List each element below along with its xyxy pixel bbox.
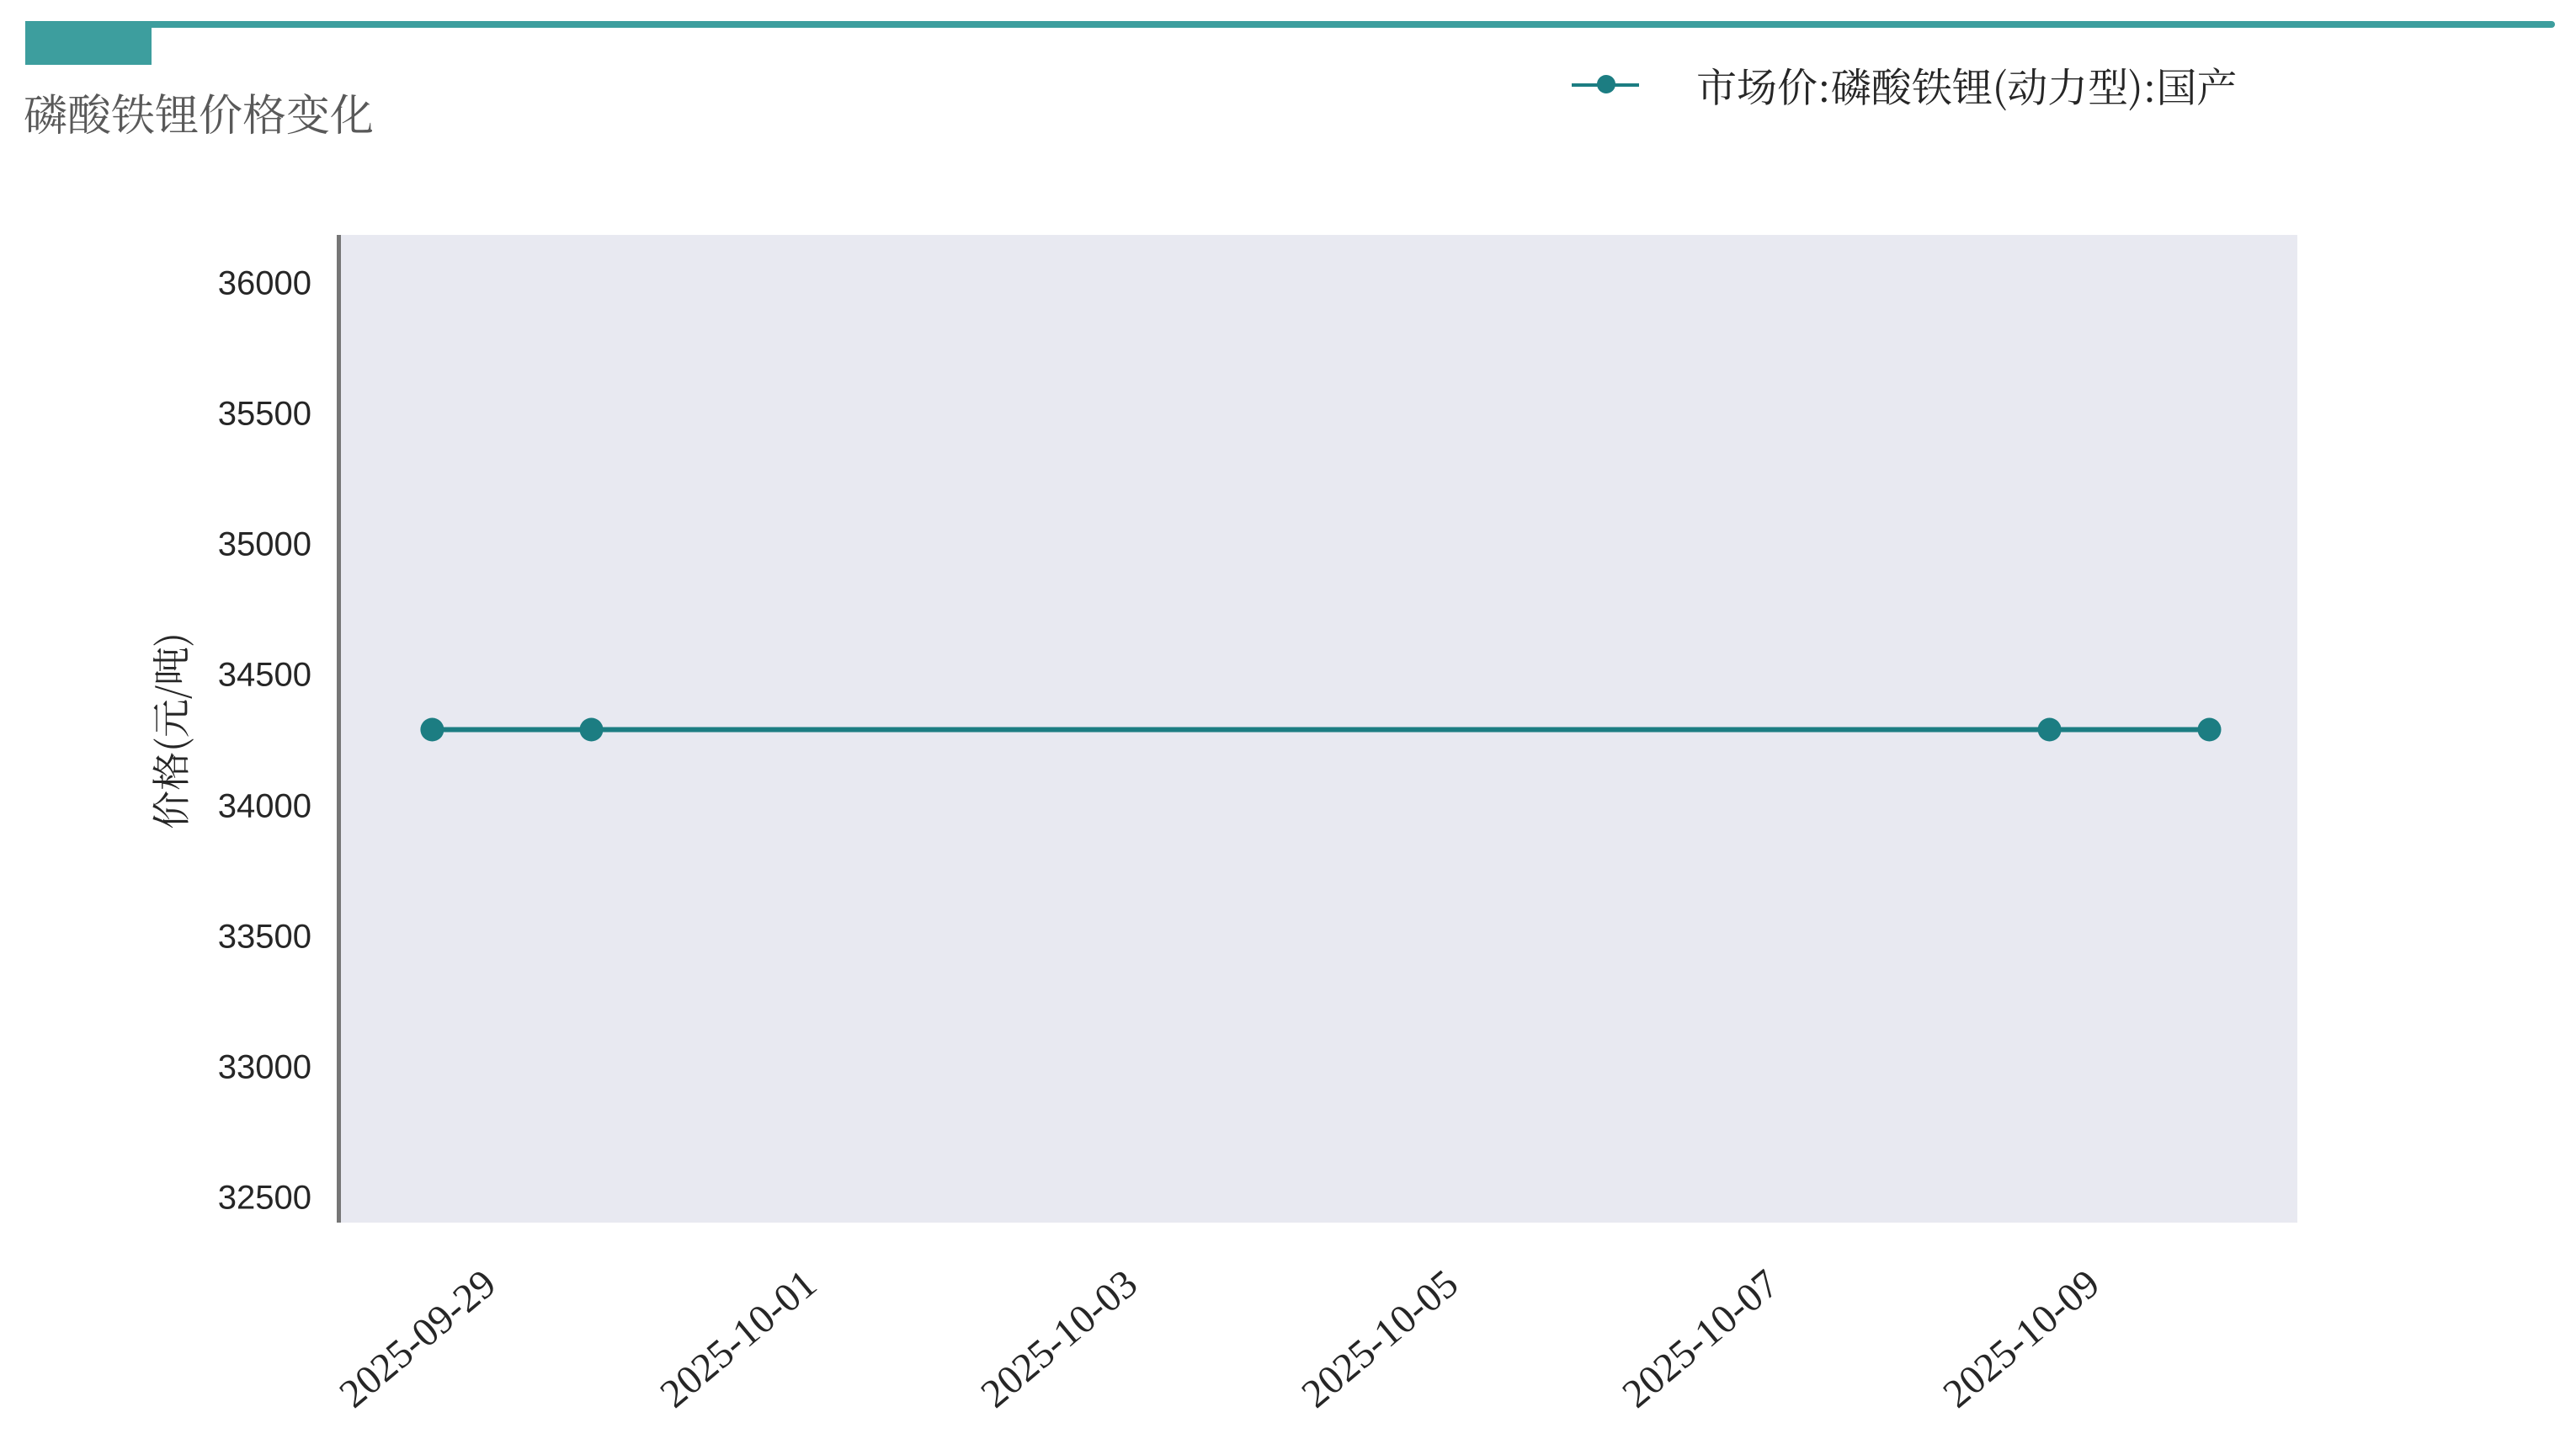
svg-text:32500: 32500 xyxy=(218,1180,311,1217)
svg-text:2025-10-03: 2025-10-03 xyxy=(972,1261,1146,1417)
svg-text:2025-10-09: 2025-10-09 xyxy=(1935,1261,2108,1417)
svg-text:2025-10-01: 2025-10-01 xyxy=(652,1261,825,1417)
svg-text:33500: 33500 xyxy=(218,919,311,956)
svg-text:35500: 35500 xyxy=(218,396,311,433)
svg-text:36000: 36000 xyxy=(218,265,311,302)
svg-text:35000: 35000 xyxy=(218,526,311,563)
svg-text:33000: 33000 xyxy=(218,1049,311,1086)
svg-text:2025-10-05: 2025-10-05 xyxy=(1293,1261,1466,1417)
svg-text:2025-09-29: 2025-09-29 xyxy=(331,1261,504,1417)
svg-text:价格(元/吨): 价格(元/吨) xyxy=(141,632,197,829)
svg-text:2025-10-07: 2025-10-07 xyxy=(1614,1261,1787,1417)
svg-text:34500: 34500 xyxy=(218,657,311,694)
svg-text:34000: 34000 xyxy=(218,788,311,825)
